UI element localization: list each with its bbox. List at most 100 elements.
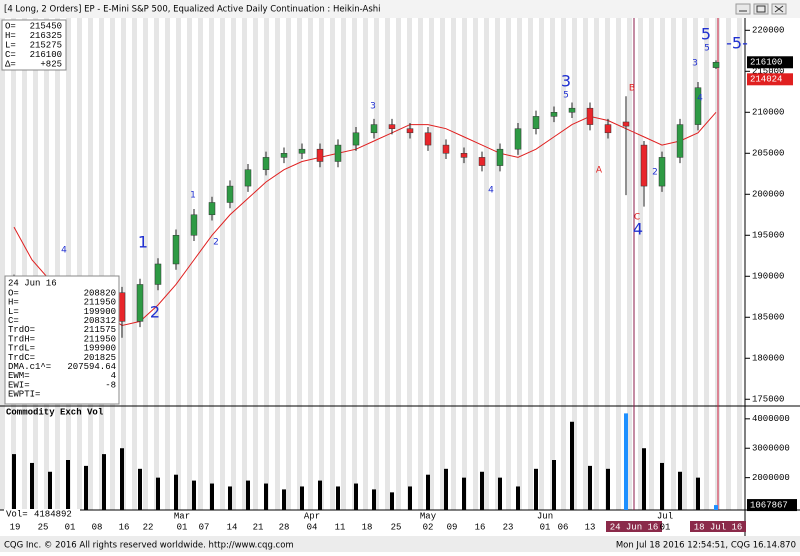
y-tick-label: 185000 [752, 313, 784, 323]
candle-body [532, 116, 540, 129]
volume-bar [624, 413, 628, 510]
volume-bar [84, 465, 88, 510]
last-price: 216100 [750, 58, 782, 68]
candle-body [154, 263, 162, 285]
candle-body [604, 124, 612, 134]
data-value: 211575 [84, 325, 116, 335]
candle-body [136, 284, 144, 322]
volume-bar [228, 486, 232, 510]
volume-bar [552, 460, 556, 510]
x-tick-label: 06 [558, 522, 569, 532]
volume-bar [426, 474, 430, 510]
wave-label: 2 [652, 168, 658, 178]
data-label: H= [8, 298, 19, 308]
y-tick-label: 4000000 [752, 414, 790, 424]
volume-readout-bg [4, 509, 80, 520]
moving-average [13, 111, 717, 327]
wave-label: 3 [561, 72, 571, 91]
wave-label: 1 [138, 233, 148, 252]
window-buttons[interactable] [735, 3, 787, 15]
data-label: EWI= [8, 380, 30, 390]
ohlc-label: Δ= [5, 59, 16, 69]
ohlc-label: O= [5, 21, 16, 31]
volume-bar [660, 462, 664, 510]
volume-bar [174, 474, 178, 510]
ohlc-value: 216100 [30, 50, 62, 60]
date-highlight [690, 521, 746, 532]
ohlc-value: 215450 [30, 21, 62, 31]
wave-label: 2 [213, 238, 219, 248]
x-tick-label: 09 [447, 522, 458, 532]
volume-bar [678, 471, 682, 510]
volume-bar [570, 421, 574, 510]
price-panel-grid [0, 18, 745, 406]
x-tick-label: 04 [307, 522, 318, 532]
data-window-date: 24 Jun 16 [8, 278, 57, 288]
x-tick-label: 25 [38, 522, 49, 532]
volume-bar [714, 505, 718, 510]
candle-body [226, 185, 234, 203]
month-label: Mar [174, 511, 190, 521]
x-tick-label: 02 [423, 522, 434, 532]
volume-bar [48, 471, 52, 510]
volume-bar [372, 489, 376, 510]
volume-bar [318, 480, 322, 510]
y-tick-label: 200000 [752, 190, 784, 200]
data-label: TrdH= [8, 334, 35, 344]
volume-bar [210, 483, 214, 510]
volume-bar [444, 468, 448, 510]
x-tick-label: 16 [475, 522, 486, 532]
x-tick-label: 21 [253, 522, 264, 532]
wave-label: 1 [190, 191, 196, 201]
volume-bar [534, 468, 538, 510]
month-label: May [420, 511, 437, 521]
ohlc-label: H= [5, 31, 16, 41]
candle-body [676, 124, 684, 158]
y-tick-label: 220000 [752, 26, 784, 36]
candle-body [550, 112, 558, 117]
volume-bar [336, 486, 340, 510]
data-label: TrdO= [8, 325, 35, 335]
candle-body [334, 144, 342, 162]
candle-body [460, 153, 468, 158]
candle-body [118, 292, 126, 322]
volume-bar [462, 477, 466, 510]
volume-bar [282, 489, 286, 510]
y-tick-label: 210000 [752, 108, 784, 118]
y-tick-label: 195000 [752, 231, 784, 241]
x-tick-label: 14 [227, 522, 238, 532]
wave-label: 5 [563, 91, 569, 101]
volume-bar [264, 483, 268, 510]
footer-right: Mon Jul 18 2016 12:54:51, CQG 16.14.870 [616, 541, 796, 551]
title-bar [0, 0, 800, 18]
volume-bar [696, 477, 700, 510]
date-highlight [606, 521, 662, 532]
candle-body [298, 148, 306, 154]
candle-body [658, 157, 666, 187]
candle-body [424, 132, 432, 146]
data-value: 4 [111, 371, 116, 381]
candle-body [190, 214, 198, 236]
volume-bar [606, 468, 610, 510]
candle-body [370, 124, 378, 134]
x-tick-label: 01 [660, 522, 671, 532]
month-label: Apr [304, 511, 320, 521]
month-label: Jun [537, 511, 553, 521]
volume-bar [480, 471, 484, 510]
x-tick-label: 01 [540, 522, 551, 532]
data-value: 208820 [84, 288, 116, 298]
x-tick-label: 19 [10, 522, 21, 532]
volume-bar [642, 448, 646, 510]
data-value: 208312 [84, 316, 116, 326]
x-tick-label: 01 [177, 522, 188, 532]
volume-bar [66, 460, 70, 510]
data-label: L= [8, 307, 19, 317]
candle-body [514, 128, 522, 150]
wave-label: 3 [692, 59, 698, 69]
y-tick-label: 205000 [752, 149, 784, 159]
candle-body [316, 148, 324, 162]
wave-label: A [596, 166, 603, 176]
x-tick-label: 18 [362, 522, 373, 532]
candle-body [208, 202, 216, 216]
